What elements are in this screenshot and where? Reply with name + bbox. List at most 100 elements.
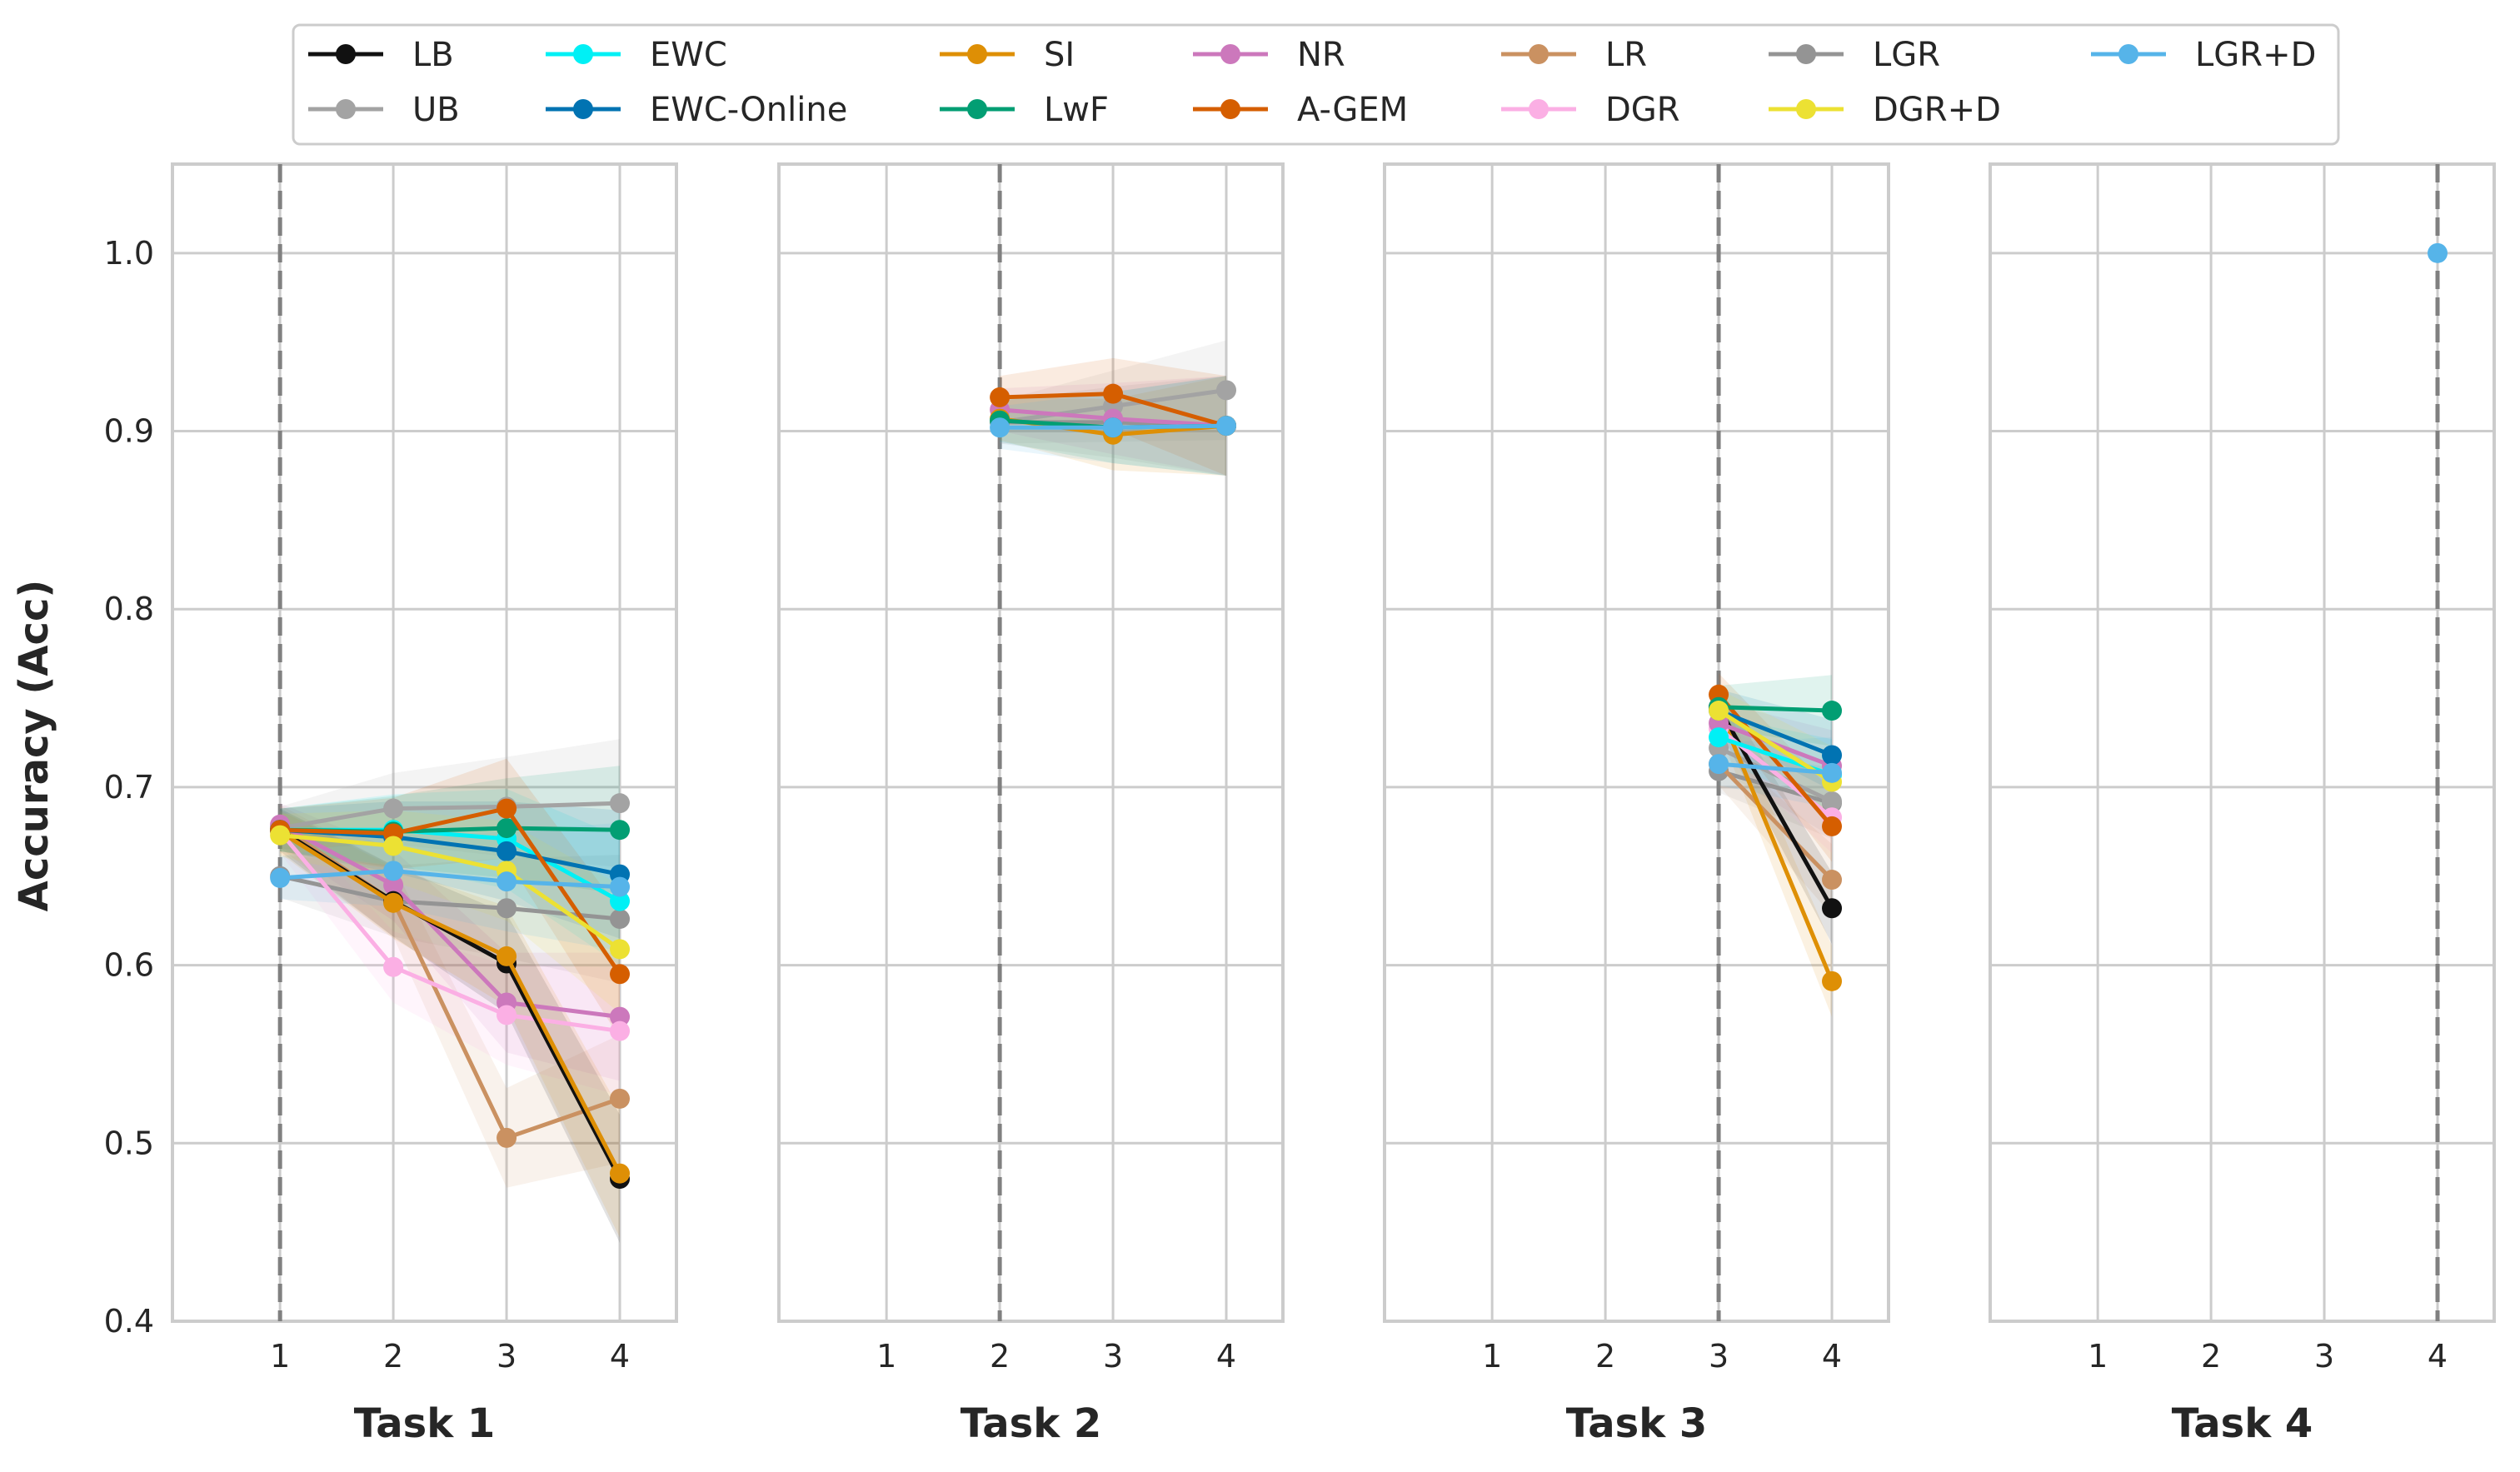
x-axis-label: Task 3 [1566, 1400, 1708, 1447]
series-line [1718, 761, 1833, 776]
series-line [1718, 705, 1833, 713]
x-axis-label: Task 4 [2172, 1400, 2313, 1447]
series-line [279, 874, 621, 921]
legend-item-ub: UB [308, 91, 460, 129]
data-point [497, 946, 517, 966]
data-point [1822, 816, 1843, 836]
legend-swatch-marker [967, 99, 987, 119]
panel-2: 1 2 3 4 Task 2 [777, 162, 1285, 1447]
data-point [383, 836, 404, 856]
series-line [1716, 706, 1834, 910]
legend-swatch-marker [1529, 44, 1549, 64]
data-point [383, 892, 404, 913]
data-point [497, 818, 517, 839]
legend-swatch-marker [1220, 44, 1240, 64]
legend-label: LGR+D [2195, 36, 2316, 74]
series-line [280, 868, 621, 890]
panel-frame [1989, 162, 2496, 1323]
series-lgr+d [1709, 754, 1843, 783]
x-tick-label: 3 [1709, 1338, 1729, 1375]
legend-item-lgr+d: LGR+D [2091, 36, 2316, 74]
x-tick-label: 1 [1482, 1338, 1502, 1375]
series-line [278, 830, 621, 1034]
legend-label: LR [1605, 36, 1647, 74]
x-tick-label: 4 [1822, 1338, 1842, 1375]
data-point [1216, 380, 1237, 401]
legend-item-lb: LB [308, 36, 454, 74]
legend-swatch-marker [336, 99, 356, 119]
data-point [497, 1005, 517, 1025]
legend-item-lr: LR [1501, 36, 1647, 74]
data-point [610, 909, 631, 930]
series-line [279, 833, 621, 951]
legend-label: NR [1297, 36, 1345, 74]
data-point [610, 1163, 631, 1184]
x-tick-label: 2 [2201, 1338, 2221, 1375]
x-tick-label: 3 [2314, 1338, 2334, 1375]
legend-swatch-marker [573, 44, 593, 64]
data-point [990, 417, 1010, 438]
data-point [497, 798, 517, 819]
chart-panels: 1 2 3 4 0.4 0.5 0.6 0.7 0.8 0.9 1.0 Task 1 1 2 3 4 Task … [104, 162, 2496, 1447]
band-dgr [1719, 706, 1833, 853]
y-tick-label: 1.0 [104, 235, 154, 272]
band-dgr [280, 810, 621, 1095]
legend-swatch-marker [1220, 99, 1240, 119]
panel-1: 1 2 3 4 0.4 0.5 0.6 0.7 0.8 0.9 1.0 Task 1 [104, 162, 678, 1447]
data-point [497, 841, 517, 861]
legend-label: LGR [1873, 36, 1940, 74]
data-point [383, 798, 404, 819]
data-point [610, 876, 631, 897]
series-line [1718, 769, 1833, 806]
data-point [1103, 417, 1124, 438]
series-line [279, 801, 621, 831]
legend-swatch-marker [967, 44, 987, 64]
x-tick-label: 1 [270, 1338, 290, 1375]
series-lgr+d [2428, 242, 2448, 263]
data-point [497, 898, 517, 919]
x-axis-label: Task 2 [961, 1400, 1102, 1447]
legend-swatch-marker [1796, 44, 1816, 64]
panel-frame [777, 162, 1285, 1323]
data-point [1709, 754, 1729, 775]
panel-frame [171, 162, 678, 1323]
series-dgr+d [270, 825, 631, 960]
y-tick-label: 0.8 [104, 591, 154, 627]
band-lr [280, 805, 621, 1188]
x-tick-label: 2 [1595, 1338, 1615, 1375]
legend-item-ewc: EWC [546, 36, 727, 74]
legend-item-lwf: LwF [940, 91, 1109, 129]
x-tick-label: 1 [876, 1338, 896, 1375]
legend-label: LB [412, 36, 454, 74]
legend-swatch-marker [573, 99, 593, 119]
data-point [1103, 383, 1124, 404]
legend-label: UB [412, 91, 460, 129]
data-point [610, 820, 631, 841]
data-point [610, 1020, 631, 1041]
data-point [610, 1088, 631, 1109]
band-si [1719, 687, 1833, 1017]
data-point [270, 825, 291, 846]
panel-4: 1 2 3 4 Task 4 [1989, 162, 2496, 1447]
data-point [990, 387, 1010, 407]
x-tick-label: 4 [610, 1338, 630, 1375]
data-point [270, 867, 291, 888]
data-point [1216, 416, 1237, 437]
data-point [1822, 701, 1843, 721]
series-lgr+d [270, 861, 631, 897]
series-line [1718, 708, 1833, 757]
legend-item-dgr: DGR [1501, 91, 1680, 129]
legend-label: LwF [1044, 91, 1109, 129]
legend-item-si: SI [940, 36, 1075, 74]
panel-3: 1 2 3 4 Task 3 [1383, 162, 1890, 1447]
legend-label: DGR+D [1873, 91, 2001, 129]
legend-item-a-gem: A-GEM [1193, 91, 1408, 129]
legend-item-lgr: LGR [1769, 36, 1940, 74]
x-tick-label: 4 [1216, 1338, 1236, 1375]
x-axis-label: Task 1 [354, 1400, 496, 1447]
series-line [1717, 762, 1834, 881]
data-point [383, 875, 404, 896]
series-line [1716, 707, 1834, 982]
data-point [383, 956, 404, 977]
